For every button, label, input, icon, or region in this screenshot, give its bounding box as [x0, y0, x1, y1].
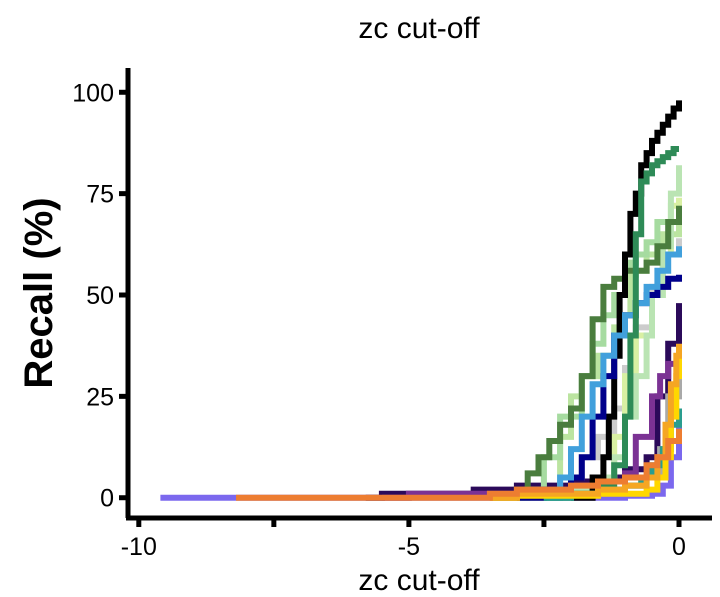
series-line-17	[489, 343, 682, 501]
x-tick-label--10: -10	[121, 533, 157, 561]
series-line-13	[543, 246, 682, 501]
x-tick-label-0: 0	[672, 533, 686, 561]
series-line-14	[543, 146, 679, 501]
y-tick-label-100: 100	[72, 79, 114, 107]
y-axis-label: Recall (%)	[17, 197, 61, 388]
x-axis-label: zc cut-off	[358, 564, 480, 597]
x-tick-label--5: -5	[398, 533, 420, 561]
axes-layer: 0 25 50 75 100 -10 -5 0	[72, 68, 712, 561]
y-tick-label-25: 25	[86, 383, 114, 411]
chart-title: zc cut-off	[358, 12, 480, 45]
series-layer	[160, 100, 682, 501]
y-tick-label-0: 0	[100, 485, 114, 513]
series-line-18	[236, 428, 682, 501]
y-tick-label-50: 50	[86, 282, 114, 310]
y-tick-label-75: 75	[86, 181, 114, 209]
series-line-11	[571, 100, 682, 501]
series-line-10	[489, 205, 682, 501]
